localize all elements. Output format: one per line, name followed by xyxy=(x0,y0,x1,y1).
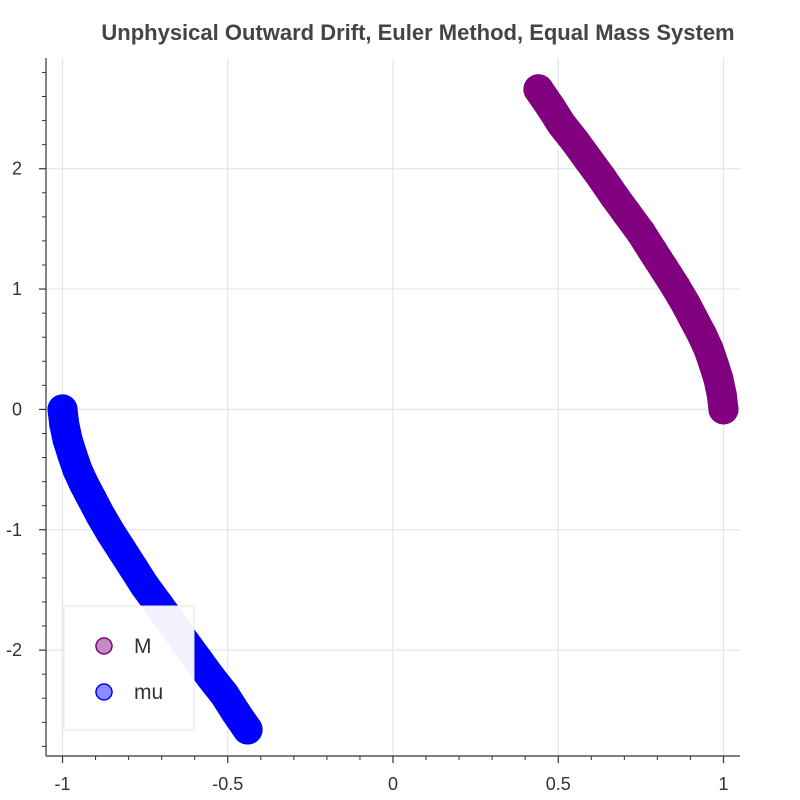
data-point-M xyxy=(523,74,554,105)
x-tick-label: -1 xyxy=(55,774,71,794)
series-M xyxy=(523,74,739,425)
x-tick-label: 0 xyxy=(388,774,398,794)
x-tick-label: -0.5 xyxy=(212,774,243,794)
legend: M mu xyxy=(63,605,195,731)
ticks: -1 -0.5 0 0.5 1 -2 -1 0 1 2 xyxy=(6,71,728,794)
legend-label-mu: mu xyxy=(134,681,163,704)
data-point-mu xyxy=(232,714,263,745)
legend-marker-M xyxy=(95,637,113,655)
y-tick-label: -1 xyxy=(6,520,22,540)
legend-marker-mu xyxy=(95,683,113,701)
x-tick-label: 0.5 xyxy=(546,774,571,794)
legend-label-M: M xyxy=(134,635,152,658)
y-tick-label: 2 xyxy=(12,159,22,179)
x-tick-label: 1 xyxy=(718,774,728,794)
y-tick-label: -2 xyxy=(6,640,22,660)
chart-title: Unphysical Outward Drift, Euler Method, … xyxy=(101,20,734,45)
y-tick-label: 0 xyxy=(12,399,22,419)
y-tick-label: 1 xyxy=(12,279,22,299)
legend-box xyxy=(63,605,195,731)
series-layer xyxy=(47,74,739,745)
